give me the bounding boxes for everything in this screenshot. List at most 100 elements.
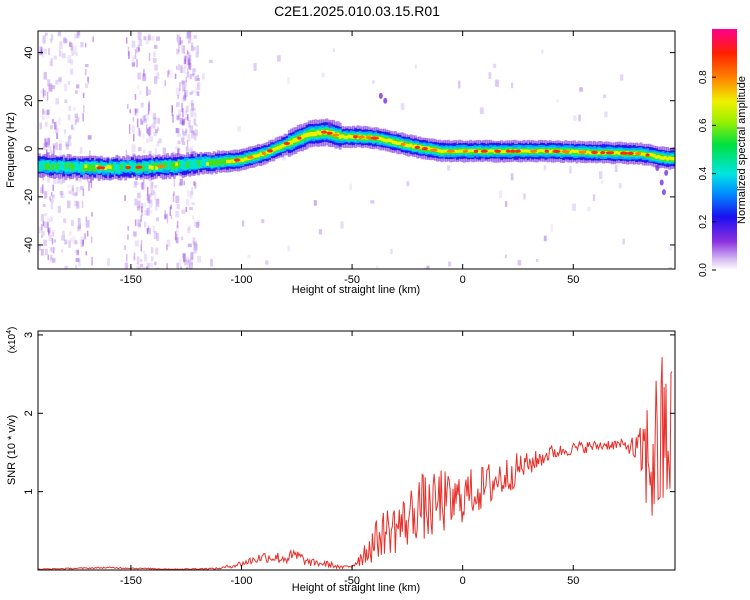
heatmap-speckle	[53, 121, 57, 130]
heatmap-peak	[283, 141, 290, 146]
heatmap-band-cell	[223, 159, 227, 165]
heatmap-streak	[183, 119, 185, 125]
heatmap-speckle	[42, 204, 46, 208]
heatmap-speckle	[572, 203, 576, 211]
heatmap-streak	[134, 93, 137, 100]
heatmap-band-cell	[68, 162, 72, 169]
heatmap-speckle	[60, 191, 63, 198]
heatmap-speckle	[151, 181, 154, 188]
heatmap-streak	[92, 36, 94, 43]
heatmap-speckle	[84, 64, 89, 68]
heatmap-speckle	[186, 31, 191, 38]
heatmap-speckle	[134, 240, 139, 247]
heatmap-band-cell	[586, 150, 590, 154]
heatmap-streak	[173, 178, 176, 187]
heatmap-streak	[81, 200, 84, 209]
snr-background	[38, 331, 675, 570]
heatmap-streak	[136, 59, 138, 68]
colorbar: 0.0 0.2 0.4 0.6 0.8 Normalized spectral ampl…	[698, 29, 748, 277]
heatmap-streak	[147, 225, 150, 232]
heatmap-speckle	[62, 176, 66, 183]
heatmap-streak	[129, 109, 131, 114]
heatmap-speckle	[579, 87, 583, 92]
heatmap-speckle	[556, 99, 559, 103]
heatmap-band-cell	[573, 149, 577, 154]
heatmap-band-cell	[62, 161, 66, 171]
spectrogram-x-label: Height of straight line (km)	[292, 284, 420, 296]
heatmap-streak	[134, 108, 137, 116]
heatmap-band-cell	[279, 145, 282, 149]
heatmap-speckle	[154, 45, 158, 49]
heatmap-speckle	[50, 216, 53, 222]
heatmap-speckle	[668, 267, 672, 269]
heatmap-speckle	[175, 128, 179, 134]
heatmap-speckle	[177, 34, 180, 43]
heatmap-speckle	[148, 199, 153, 204]
heatmap-speckle	[47, 177, 50, 183]
heatmap-streak	[147, 128, 149, 135]
heatmap-band-cell	[175, 162, 178, 166]
heatmap-peak	[414, 145, 421, 149]
heatmap-speckle	[41, 231, 46, 236]
colorbar-ticks: 0.0 0.2 0.4 0.6 0.8	[698, 70, 716, 277]
heatmap-speckle	[59, 50, 63, 58]
heatmap-streak	[146, 187, 149, 196]
snr-y-multiplier: (x104)	[6, 327, 18, 354]
heatmap-peak	[530, 149, 538, 153]
heatmap-speckle	[153, 76, 158, 84]
heatmap-streak	[49, 196, 51, 201]
heatmap-speckle	[69, 59, 74, 65]
heatmap-speckle	[504, 254, 507, 259]
heatmap-streak	[85, 216, 88, 221]
heatmap-peak	[514, 149, 521, 153]
heatmap-peak	[635, 151, 642, 156]
heatmap-speckle	[178, 40, 183, 46]
heatmap-streak	[82, 92, 85, 99]
heatmap-speckle	[50, 125, 53, 130]
heatmap-speckle	[39, 122, 43, 130]
heatmap-streak	[147, 110, 150, 115]
heatmap-streak	[140, 215, 142, 223]
heatmap-speckle	[67, 81, 71, 85]
heatmap-streak	[134, 49, 137, 60]
heatmap-speckle	[58, 143, 62, 151]
heatmap-band-cell	[239, 158, 243, 162]
heatmap-peak	[552, 149, 561, 153]
x-tick-label: 0	[460, 274, 466, 286]
heatmap-peak	[480, 149, 488, 153]
heatmap-band-cell	[38, 161, 41, 171]
heatmap-band-cell	[51, 163, 55, 171]
heatmap-speckle	[196, 268, 200, 269]
x-tick-label: 50	[567, 575, 579, 587]
heatmap-streak	[46, 142, 48, 148]
heatmap-speckle	[187, 57, 191, 65]
heatmap-speckle	[147, 196, 150, 203]
heatmap-speckle	[43, 71, 47, 80]
heatmap-speckle	[181, 134, 186, 141]
spectrogram-axes: -150 -100 -50 0 50 -40 -20 0 20 40	[23, 31, 675, 286]
heatmap-streak	[128, 124, 131, 135]
heatmap-speckle	[194, 86, 199, 95]
heatmap-speckle	[318, 229, 323, 235]
heatmap-speckle	[186, 199, 190, 206]
heatmap-speckle	[176, 204, 180, 210]
heatmap-band-cell	[183, 161, 187, 171]
heatmap-streak	[47, 222, 49, 232]
heatmap-streak	[48, 230, 50, 236]
heatmap-speckle	[197, 220, 201, 226]
heatmap-band-cell	[44, 163, 48, 170]
heatmap-speckle	[406, 181, 410, 187]
heatmap-streak	[141, 120, 144, 125]
heatmap-speckle	[71, 127, 76, 131]
x-tick-label: -50	[344, 274, 360, 286]
heatmap-speckle	[71, 52, 74, 56]
heatmap-speckle	[64, 265, 68, 269]
heatmap-speckle	[495, 79, 499, 87]
heatmap-speckle	[137, 84, 140, 90]
heatmap-band-cell	[210, 158, 214, 165]
heatmap-speckle	[138, 39, 143, 47]
heatmap-band-cell	[318, 131, 322, 136]
heatmap-speckle	[180, 40, 183, 44]
heatmap-speckle	[41, 108, 45, 115]
heatmap-speckle	[176, 87, 181, 96]
